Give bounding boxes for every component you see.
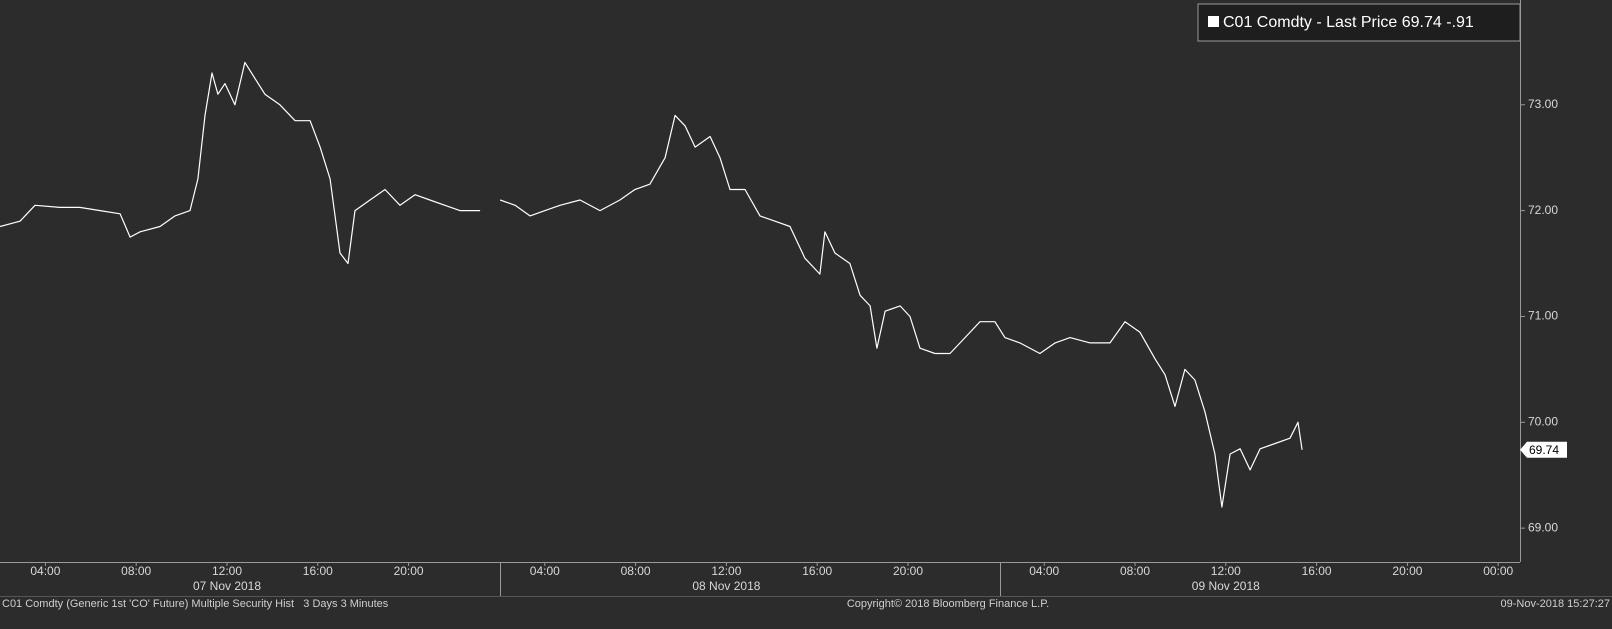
x-tick-label: 20:00 (1392, 564, 1422, 578)
y-tick-label: 73.00 (1528, 97, 1558, 111)
x-tick-label: 12:00 (212, 564, 242, 578)
last-price-label: 69.74 (1529, 443, 1559, 457)
date-label: 08 Nov 2018 (692, 579, 760, 593)
y-tick-label: 71.00 (1528, 309, 1558, 323)
x-tick-label: 16:00 (303, 564, 333, 578)
legend-change: -.91 (1446, 14, 1474, 31)
x-tick-label: 04:00 (1029, 564, 1059, 578)
last-price-tag (1520, 441, 1567, 458)
legend-box (1197, 3, 1521, 42)
y-tick-label: 70.00 (1528, 414, 1558, 428)
footer-center: Copyright© 2018 Bloomberg Finance L.P. (847, 598, 1049, 610)
x-tick-label: 04:00 (530, 564, 560, 578)
legend-name: C01 Comdty - Last Price (1223, 14, 1397, 31)
x-tick-label: 08:00 (121, 564, 151, 578)
price-line (0, 61, 1303, 508)
x-tick-label: 16:00 (802, 564, 832, 578)
x-tick-label: 08:00 (1120, 564, 1150, 578)
legend-swatch (1208, 16, 1219, 27)
legend: C01 Comdty - Last Price 69.74 -.91 (1197, 3, 1521, 42)
footer-left: C01 Comdty (Generic 1st 'CO' Future) Mul… (2, 598, 389, 610)
x-tick-label: 20:00 (893, 564, 923, 578)
x-tick-label: 12:00 (711, 564, 741, 578)
footer-right: 09-Nov-2018 15:27:27 (1501, 598, 1610, 610)
y-tick-label: 69.00 (1528, 520, 1558, 534)
x-tick-label: 08:00 (621, 564, 651, 578)
date-label: 07 Nov 2018 (193, 579, 261, 593)
date-label: 09 Nov 2018 (1192, 579, 1260, 593)
x-tick-label: 00:00 (1483, 564, 1513, 578)
x-tick-label: 04:00 (30, 564, 60, 578)
x-tick-label: 12:00 (1211, 564, 1241, 578)
x-tick-label: 20:00 (394, 564, 424, 578)
x-tick-label: 16:00 (1302, 564, 1332, 578)
y-tick-label: 72.00 (1528, 203, 1558, 217)
legend-last: 69.74 (1402, 14, 1442, 31)
legend-label: C01 Comdty - Last Price 69.74 -.91 (1223, 14, 1474, 31)
